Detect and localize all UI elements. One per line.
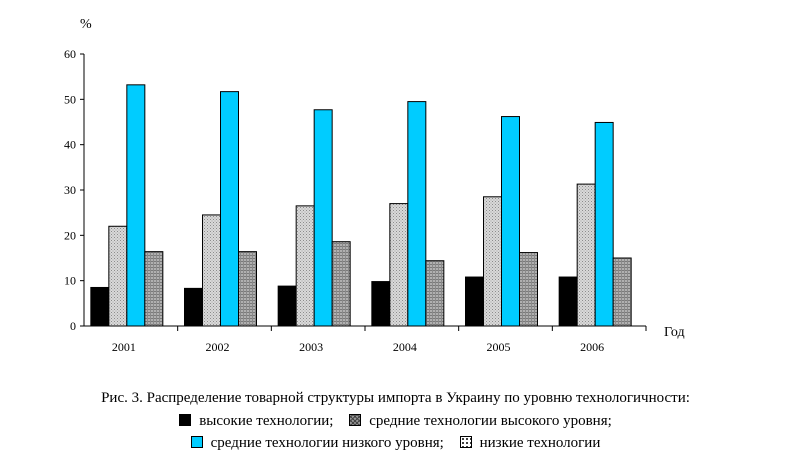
bar-low-tech-2005 [519,252,538,327]
bar-medium-high-tech-2004 [389,203,409,327]
y-tick-label: 50 [64,92,76,106]
y-tick-label: 40 [64,138,76,152]
y-axis-label: % [80,17,92,32]
legend-item-medium-high-tech: средние технологии высокого уровня; [349,411,612,431]
x-tick-label: 2001 [112,340,136,354]
y-tick-label: 60 [64,47,76,61]
bar-high-tech-2003 [277,285,297,327]
bar-medium-low-tech-2005 [501,116,520,327]
legend-row-2: средние технологии низкого уровня; низки… [0,433,791,453]
bar-high-tech-2002 [184,287,203,327]
bar-medium-high-tech-2005 [483,196,502,327]
bars [90,84,632,327]
y-tick-label: 0 [70,319,76,333]
cyan-square-icon [190,436,203,448]
bar-medium-high-tech-2001 [108,225,128,327]
y-tick-label: 20 [64,228,76,242]
y-tick-label: 10 [64,274,76,288]
bar-low-tech-2002 [238,251,257,327]
bar-high-tech-2004 [371,281,391,327]
bar-low-tech-2006 [612,257,632,327]
figure-caption: Рис. 3. Распределение товарной структуры… [101,390,690,406]
x-tick-label: 2003 [299,340,323,354]
legend-label: низкие технологии [479,435,601,451]
legend-label: высокие технологии; [199,413,334,429]
bar-medium-high-tech-2003 [295,205,315,327]
bar-low-tech-2003 [331,241,351,327]
x-tick-label: 2004 [393,340,417,354]
bar-medium-high-tech-2006 [576,183,596,327]
bar-high-tech-2001 [90,286,110,327]
x-tick-label: 2002 [206,340,230,354]
bar-low-tech-2001 [144,251,164,327]
legend-row-1: высокие технологии; средние технологии в… [0,411,791,431]
bar-low-tech-2004 [425,260,445,327]
dotted-square-icon [459,436,472,448]
x-axis-label: Год [664,325,685,340]
legend-item-medium-low-tech: средние технологии низкого уровня; [190,433,444,453]
bar-medium-low-tech-2002 [220,91,239,327]
x-tick-label: 2005 [487,340,511,354]
bar-medium-low-tech-2004 [407,101,427,327]
black-square-icon [179,414,192,426]
axes: 0 10 20 30 40 50 60 2001 2002 2003 2004 2005 2006 [64,47,647,354]
x-tick-label: 2006 [580,340,604,354]
crosshatch-square-icon [349,414,362,426]
y-tick-label: 30 [64,183,76,197]
legend-label: средние технологии высокого уровня; [369,413,612,429]
bar-medium-low-tech-2001 [126,84,146,327]
legend-item-high-tech: высокие технологии; [179,411,333,431]
bar-medium-low-tech-2006 [594,121,614,327]
bar-high-tech-2005 [465,276,484,327]
bar-medium-high-tech-2002 [202,214,221,327]
bar-medium-low-tech-2003 [313,109,333,327]
legend-label: средние технологии низкого уровня; [210,435,444,451]
bar-high-tech-2006 [558,276,578,327]
legend-item-low-tech: низкие технологии [459,433,601,453]
